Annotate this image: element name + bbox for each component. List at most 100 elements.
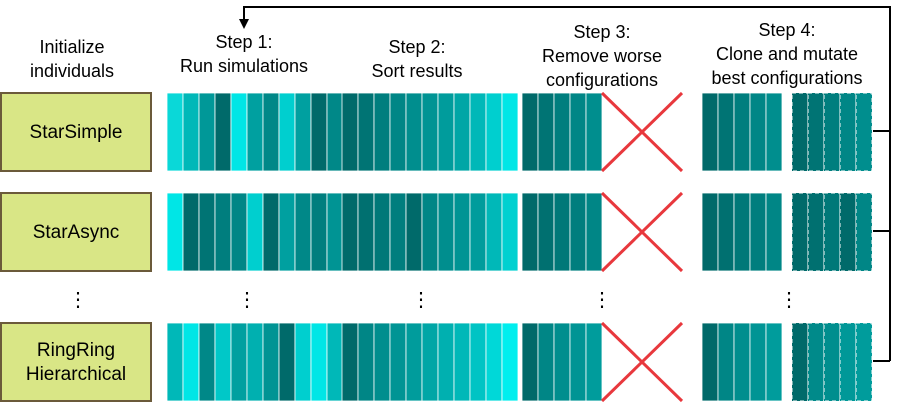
kept-configurations-strip-cell xyxy=(585,92,603,172)
sorted-results-strip-cell xyxy=(373,322,391,402)
header-step1: Step 1: Run simulations xyxy=(180,32,308,76)
run-results-strip-cell xyxy=(182,92,200,172)
sorted-results-strip-cell xyxy=(357,192,375,272)
cloned-configurations-strip-cell xyxy=(765,92,783,172)
removed-configurations-cross xyxy=(600,191,684,273)
header-step2: Step 2: Sort results xyxy=(371,37,462,81)
cross-line xyxy=(600,91,684,173)
run-results-strip-cell xyxy=(214,92,232,172)
sorted-results-strip-cell xyxy=(389,192,407,272)
kept-configurations-strip-cell xyxy=(537,322,555,402)
run-results-strip-cell xyxy=(326,322,344,402)
individual-box-bg xyxy=(0,322,152,402)
run-results-strip-cell xyxy=(278,92,296,172)
individual-box: StarSimple xyxy=(0,92,152,172)
ellipsis-row: ⋮ ⋮ ⋮ ⋮ ⋮ xyxy=(68,289,799,311)
sorted-results-strip-cell xyxy=(437,92,455,172)
run-results-strip-cell xyxy=(230,92,248,172)
run-results-strip-cell xyxy=(198,192,216,272)
mutated-configurations-strip-cell xyxy=(823,322,841,402)
cloned-configurations-strip-cell xyxy=(749,192,767,272)
sorted-results-strip-cell xyxy=(501,322,519,402)
run-results-strip-cell xyxy=(262,322,280,402)
individual-box-bg xyxy=(0,192,152,272)
kept-configurations-strip-cell xyxy=(569,92,587,172)
sorted-results-strip-cell xyxy=(405,92,423,172)
run-results-strip-cell xyxy=(182,192,200,272)
header-step4-line2: Clone and mutate xyxy=(716,44,858,64)
run-results-strip-cell xyxy=(230,322,248,402)
sorted-results-strip-cell xyxy=(373,92,391,172)
feedback-loop-arrow xyxy=(244,6,891,362)
kept-configurations-strip-cell xyxy=(585,322,603,402)
cloned-configurations-strip-cell xyxy=(717,192,735,272)
kept-configurations-strip-cell xyxy=(521,192,539,272)
sorted-results-strip-cell xyxy=(389,92,407,172)
run-results-strip-cell xyxy=(262,192,280,272)
mutated-configurations-strip xyxy=(791,92,873,172)
mutated-configurations-strip xyxy=(791,192,873,272)
run-results-strip xyxy=(166,92,344,172)
ellipsis-step1: ⋮ xyxy=(237,289,257,311)
run-results-strip-cell xyxy=(294,92,312,172)
sorted-results-strip-cell xyxy=(469,322,487,402)
kept-configurations-strip-cell xyxy=(521,322,539,402)
run-results-strip-cell xyxy=(262,92,280,172)
run-results-strip-cell xyxy=(278,322,296,402)
cloned-configurations-strip-cell xyxy=(733,322,751,402)
cloned-configurations-strip-cell xyxy=(717,92,735,172)
mutated-configurations-strip-cell xyxy=(839,92,857,172)
mutated-configurations-strip-cell xyxy=(791,322,809,402)
header-step1-line1: Step 1: xyxy=(215,32,272,52)
sorted-results-strip-cell xyxy=(437,192,455,272)
sorted-results-strip-cell xyxy=(485,192,503,272)
run-results-strip-cell xyxy=(294,192,312,272)
individual-box: StarAsync xyxy=(0,192,152,272)
run-results-strip-cell xyxy=(182,322,200,402)
sorted-results-strip-cell xyxy=(357,322,375,402)
mutated-configurations-strip-cell xyxy=(791,192,809,272)
run-results-strip-cell xyxy=(166,92,184,172)
header-step2-line2: Sort results xyxy=(371,61,462,81)
header-step3-line2: Remove worse xyxy=(542,46,662,66)
population-row: RingRing Hierarchical xyxy=(0,321,873,403)
run-results-strip-cell xyxy=(310,322,328,402)
sorted-results-strip-cell xyxy=(453,192,471,272)
kept-configurations-strip xyxy=(521,322,603,402)
mutated-configurations-strip-cell xyxy=(807,322,825,402)
run-results-strip-cell xyxy=(326,192,344,272)
kept-configurations-strip-cell xyxy=(553,192,571,272)
cloned-configurations-strip-cell xyxy=(701,322,719,402)
sorted-results-strip-cell xyxy=(485,322,503,402)
mutated-configurations-strip-cell xyxy=(855,322,873,402)
sorted-results-strip-cell xyxy=(501,92,519,172)
mutated-configurations-strip-cell xyxy=(807,92,825,172)
header-step2-line1: Step 2: xyxy=(388,37,445,57)
sorted-results-strip-cell xyxy=(405,192,423,272)
run-results-strip-cell xyxy=(278,192,296,272)
run-results-strip-cell xyxy=(294,322,312,402)
sorted-results-strip-cell xyxy=(421,322,439,402)
run-results-strip-cell xyxy=(214,192,232,272)
header-step4-line3: best configurations xyxy=(711,68,862,88)
run-results-strip-cell xyxy=(198,322,216,402)
ellipsis-initialize: ⋮ xyxy=(68,289,88,311)
cloned-configurations-strip-cell xyxy=(701,92,719,172)
header-step3: Step 3: Remove worse configurations xyxy=(542,22,662,90)
run-results-strip-cell xyxy=(166,322,184,402)
individual-label: StarAsync xyxy=(33,222,120,243)
sorted-results-strip-cell xyxy=(421,92,439,172)
cross-line xyxy=(600,321,684,403)
header-initialize-line2: individuals xyxy=(30,61,114,81)
sorted-results-strip-cell xyxy=(453,92,471,172)
header-step1-line2: Run simulations xyxy=(180,56,308,76)
run-results-strip-cell xyxy=(246,192,264,272)
population-row: StarSimple xyxy=(0,91,873,173)
mutated-configurations-strip-cell xyxy=(823,92,841,172)
ellipsis-step3: ⋮ xyxy=(592,289,612,311)
sorted-results-strip xyxy=(341,192,519,272)
ellipsis-step2: ⋮ xyxy=(411,289,431,311)
removed-configurations-cross xyxy=(600,91,684,173)
sorted-results-strip-cell xyxy=(501,192,519,272)
kept-configurations-strip-cell xyxy=(569,322,587,402)
